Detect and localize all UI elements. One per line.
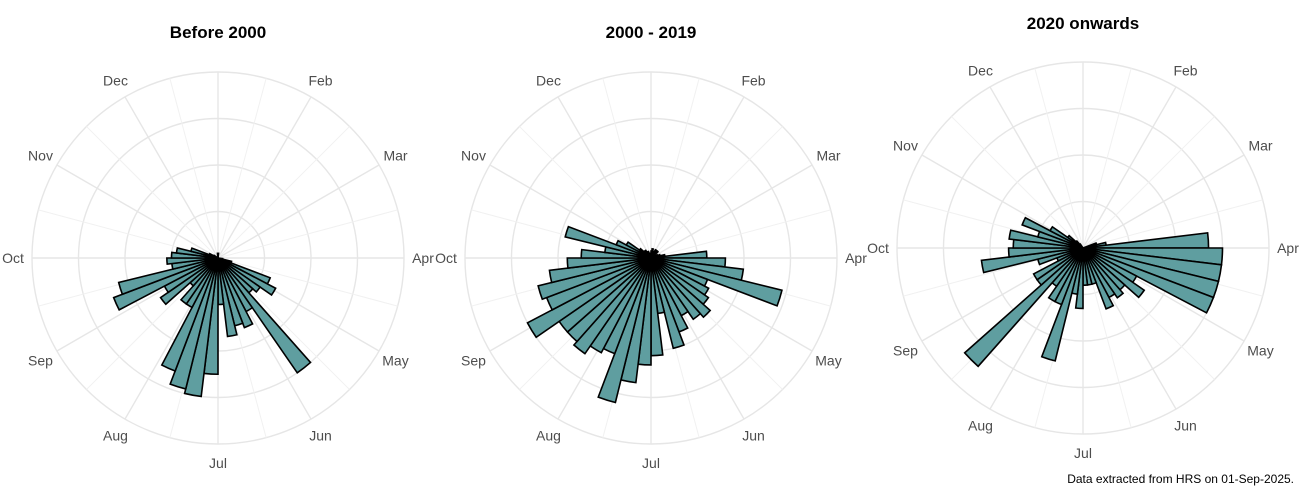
rose-bar <box>1007 247 1084 258</box>
rose-bar <box>963 247 1084 368</box>
rose-bar <box>650 257 702 321</box>
radial-grid-line <box>217 96 312 259</box>
rose-bar <box>117 257 219 296</box>
rose-bar <box>650 257 686 350</box>
month-label: Nov <box>28 148 53 164</box>
radial-grid-line <box>650 209 831 259</box>
month-label: Feb <box>308 73 332 89</box>
radial-grid-line <box>519 126 652 259</box>
radial-grid-line <box>217 126 350 259</box>
radial-grid-line <box>602 78 652 259</box>
rose-bar <box>649 252 652 259</box>
rose-chart-1: Dec Feb Mar Apr May Jun Jul Aug Sep Oct Nov Before … <box>2 23 434 471</box>
radial-grid-line <box>217 209 398 259</box>
month-label: Dec <box>968 63 993 79</box>
radial-grid-line <box>1082 199 1263 249</box>
month-label: Apr <box>412 250 434 266</box>
radial-grid-line <box>1082 154 1245 249</box>
radial-grid-line <box>557 96 652 259</box>
month-label: Jun <box>309 428 332 444</box>
month-label: Apr <box>845 250 867 266</box>
radial-grid-line <box>650 78 700 259</box>
month-label: Oct <box>435 250 457 266</box>
month-label: Nov <box>461 148 486 164</box>
month-label: Aug <box>103 428 128 444</box>
rose-bar <box>112 257 219 311</box>
radial-grid-line <box>217 257 398 307</box>
month-label: Aug <box>536 428 561 444</box>
rose-bar <box>1032 247 1084 281</box>
month-label: Oct <box>867 240 889 256</box>
radial-grid-line <box>1082 116 1215 249</box>
rose-bar <box>217 257 238 338</box>
month-label: Feb <box>741 73 765 89</box>
radial-grid-line <box>169 78 219 259</box>
rose-bar <box>537 257 652 301</box>
radial-grid-line <box>1034 68 1084 249</box>
rose-bar <box>217 257 312 374</box>
rose-bar <box>650 257 712 319</box>
radial-grid-line <box>217 164 380 259</box>
radial-grid-line <box>124 96 219 259</box>
month-label: Aug <box>968 418 993 434</box>
month-label: Dec <box>536 73 561 89</box>
month-label: Sep <box>28 353 53 369</box>
month-label: May <box>815 353 841 369</box>
rose-bar <box>159 257 219 306</box>
month-label: Jun <box>742 428 765 444</box>
rose-chart-2: Dec Feb Mar Apr May Jun Jul Aug Sep Oct Nov 2000 - … <box>435 23 867 471</box>
radial-grid-line <box>86 126 219 259</box>
radial-grid-line <box>1082 86 1177 249</box>
rose-chart-3: Dec Feb Mar Apr May Jun Jul Aug Sep Oct Nov 2020 on… <box>867 14 1299 461</box>
chart-title: 2020 onwards <box>1027 14 1139 33</box>
month-label: May <box>1247 343 1273 359</box>
month-label: Apr <box>1277 240 1299 256</box>
rose-bar <box>980 247 1084 274</box>
month-label: Jul <box>642 455 660 471</box>
month-label: May <box>382 353 408 369</box>
radial-grid-line <box>650 96 745 259</box>
chart-title: Before 2000 <box>170 23 266 42</box>
data-source-caption: Data extracted from HRS on 01-Sep-2025. <box>1067 472 1294 486</box>
month-label: Jul <box>209 455 227 471</box>
radial-grid-line <box>56 164 219 259</box>
month-label: Nov <box>893 138 918 154</box>
radial-grid-line <box>989 86 1084 249</box>
rose-bar <box>1082 231 1210 249</box>
month-label: Jun <box>1174 418 1197 434</box>
rose-bar <box>548 257 652 284</box>
rose-bar <box>1082 247 1146 299</box>
chart-title: 2000 - 2019 <box>606 23 697 42</box>
month-label: Dec <box>103 73 128 89</box>
radial-grid-line <box>650 126 783 259</box>
rose-bar <box>566 257 652 269</box>
rose-bar <box>1082 247 1125 299</box>
month-label: Mar <box>816 148 840 164</box>
rose-bar <box>526 257 652 339</box>
rose-bar <box>1078 243 1084 249</box>
rose-bar <box>572 257 652 355</box>
radial-grid-line <box>217 78 267 259</box>
radial-grid-line <box>650 164 813 259</box>
rose-bar <box>217 257 254 329</box>
radial-grid-line <box>951 116 1084 249</box>
month-label: Feb <box>1173 63 1197 79</box>
rose-bar <box>216 252 219 259</box>
rose-bar <box>1082 247 1115 310</box>
month-label: Jul <box>1074 445 1092 461</box>
month-label: Sep <box>893 343 918 359</box>
month-label: Mar <box>383 148 407 164</box>
month-label: Oct <box>2 250 24 266</box>
radial-grid-line <box>1082 68 1132 249</box>
month-label: Sep <box>461 353 486 369</box>
rose-bar <box>212 254 219 259</box>
radial-grid-line <box>489 164 652 259</box>
rose-bar <box>166 257 219 266</box>
month-label: Mar <box>1248 138 1272 154</box>
